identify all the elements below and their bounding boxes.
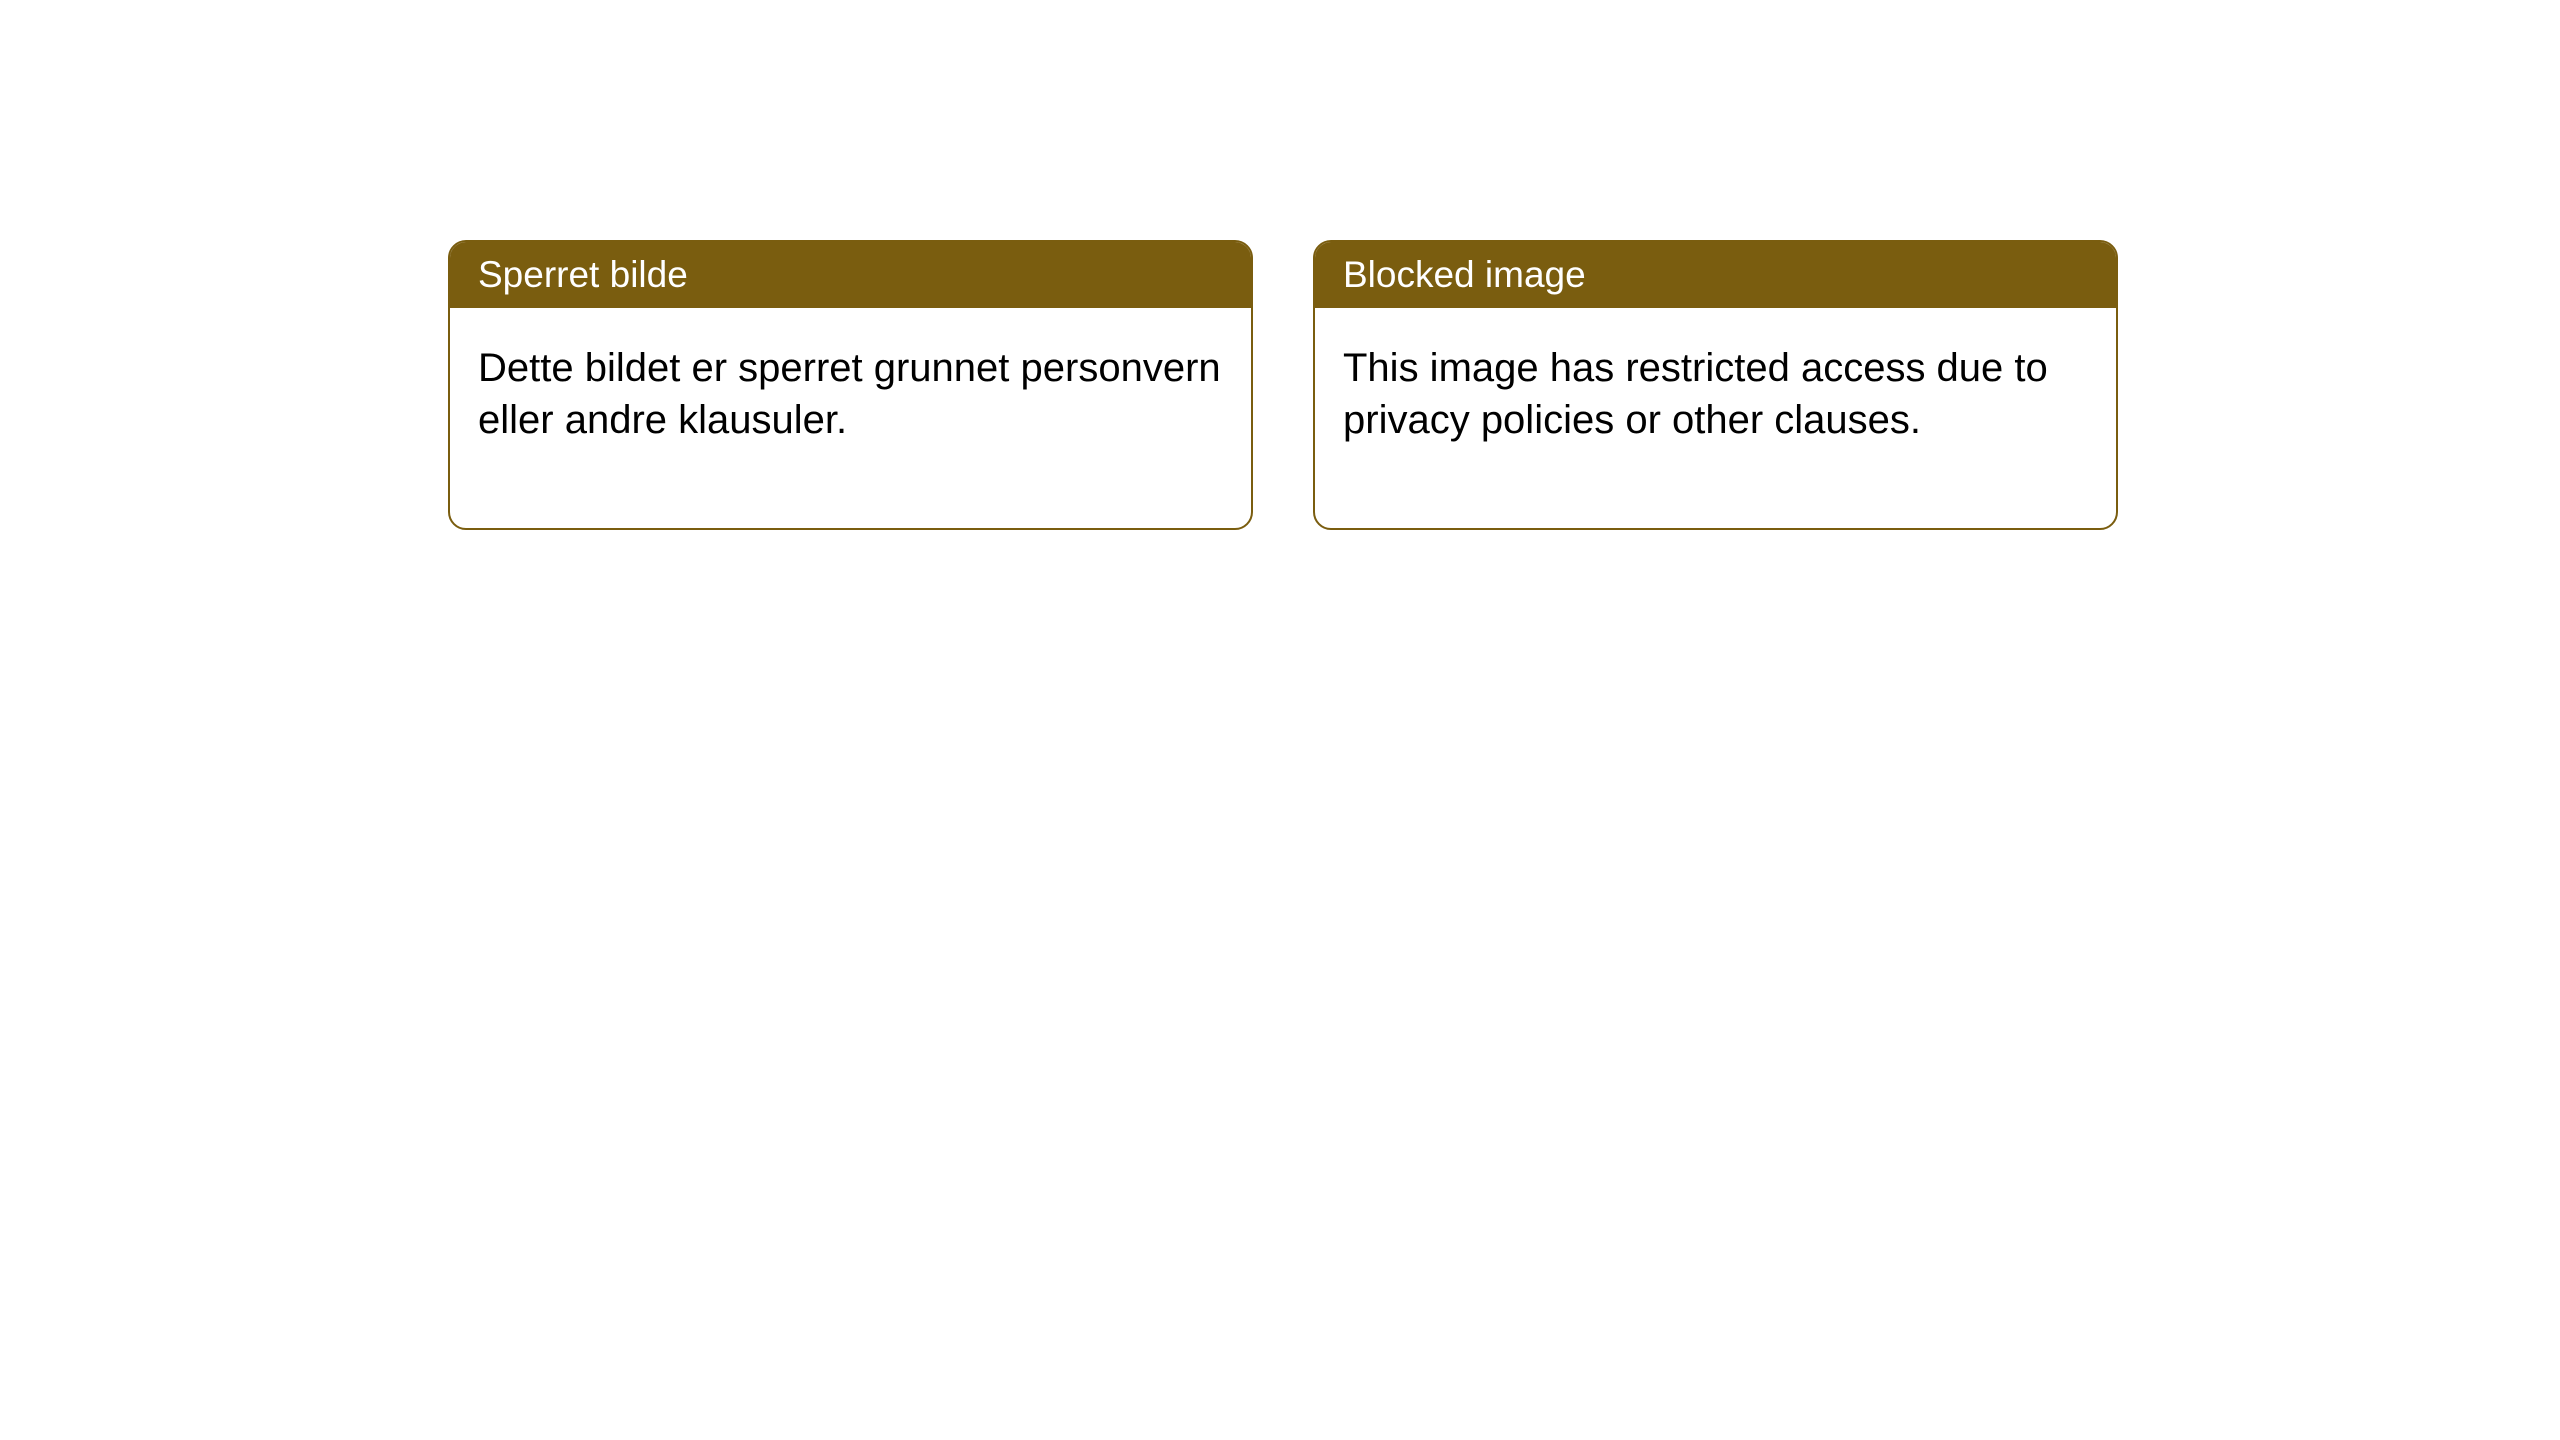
card-header: Blocked image bbox=[1315, 242, 2116, 308]
card-body: This image has restricted access due to … bbox=[1315, 308, 2116, 528]
card-title: Sperret bilde bbox=[478, 254, 688, 295]
blocked-image-card-norwegian: Sperret bilde Dette bildet er sperret gr… bbox=[448, 240, 1253, 530]
card-body-text: This image has restricted access due to … bbox=[1343, 346, 2048, 442]
blocked-image-card-english: Blocked image This image has restricted … bbox=[1313, 240, 2118, 530]
notice-cards-container: Sperret bilde Dette bildet er sperret gr… bbox=[448, 240, 2118, 530]
card-header: Sperret bilde bbox=[450, 242, 1251, 308]
card-body: Dette bildet er sperret grunnet personve… bbox=[450, 308, 1251, 528]
card-title: Blocked image bbox=[1343, 254, 1586, 295]
card-body-text: Dette bildet er sperret grunnet personve… bbox=[478, 346, 1221, 442]
